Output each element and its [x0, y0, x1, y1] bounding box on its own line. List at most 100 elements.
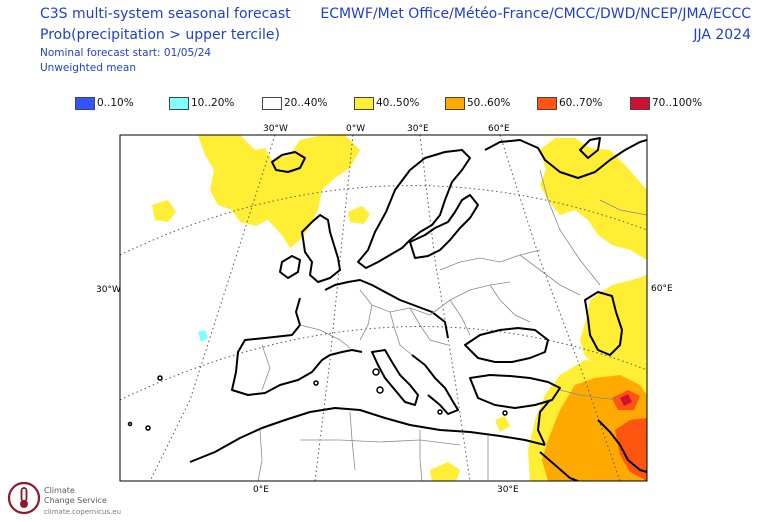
- nominal-start-text: Nominal forecast start: 01/05/24: [40, 47, 212, 59]
- border: [559, 389, 621, 401]
- island: [313, 380, 319, 386]
- shade-70-100-spot: [620, 394, 632, 406]
- logo-ring: [7, 481, 41, 515]
- coast-eastern-med: [537, 399, 551, 446]
- legend-item: 50..60%: [445, 95, 510, 111]
- legend-label: 20..40%: [284, 97, 328, 109]
- map-frame: [119, 134, 648, 482]
- coast-balkans: [411, 354, 459, 415]
- color-legend: 0..10% 10..20% 20..40% 40..50% 50..60% 6…: [75, 95, 715, 111]
- legend-item: 0..10%: [75, 95, 134, 111]
- coast-red-sea: [539, 451, 579, 481]
- island: [145, 425, 151, 431]
- shade-40-50-caspian: [580, 275, 647, 370]
- legend-item: 20..40%: [262, 95, 327, 111]
- legend-item: 10..20%: [169, 95, 234, 111]
- lat-label-left: 30°W: [96, 285, 121, 295]
- border: [439, 249, 541, 271]
- weighting-text: Unweighted mean: [40, 62, 136, 74]
- coast-black-sea: [464, 327, 549, 363]
- border: [519, 254, 581, 296]
- legend-label: 70..100%: [652, 97, 703, 109]
- coastlines: [189, 137, 647, 481]
- island: [437, 409, 443, 415]
- meridian-0: [314, 135, 354, 481]
- graticule: [120, 135, 647, 481]
- lon-label-top: 0°W: [346, 124, 366, 134]
- meridian-30e: [419, 135, 471, 481]
- season-text: JJA 2024: [693, 27, 751, 43]
- tercile-shading: [152, 135, 647, 481]
- shade-40-50-northeast: [540, 138, 647, 260]
- logo-url: climate.copernicus.eu: [44, 508, 122, 516]
- border: [300, 439, 461, 446]
- shade-40-50-sahara: [430, 462, 460, 481]
- coast-france-iberia: [231, 297, 363, 396]
- lon-label-top: 30°W: [263, 124, 288, 134]
- shade-40-50-north-atlantic: [198, 135, 360, 248]
- legend-swatch: [630, 96, 650, 110]
- borders: [257, 169, 647, 481]
- lon-label-right: 60°E: [651, 284, 673, 294]
- border: [429, 281, 511, 316]
- border: [389, 311, 413, 356]
- coast-mainland-west: [324, 279, 449, 339]
- border: [419, 430, 423, 481]
- border: [261, 344, 271, 391]
- lon-label-top: 30°E: [407, 124, 429, 134]
- logo-bulb: [20, 500, 28, 508]
- legend-swatch: [262, 96, 282, 110]
- shade-40-50-bay: [152, 200, 176, 222]
- legend-item: 40..50%: [354, 95, 419, 111]
- coast-italy: [371, 349, 419, 406]
- coast-turkey: [469, 374, 561, 409]
- legend-label: 50..60%: [467, 97, 511, 109]
- coast-iceland: [271, 151, 306, 173]
- legend-item: 70..100%: [630, 95, 702, 111]
- legend-swatch: [445, 96, 465, 110]
- centres-text: ECMWF/Met Office/Météo-France/CMCC/DWD/N…: [320, 6, 751, 22]
- coast-arctic-russia: [484, 139, 647, 179]
- legend-swatch: [169, 96, 189, 110]
- logo-name-line2: Change Service: [44, 496, 107, 505]
- legend-item: 60..70%: [537, 95, 602, 111]
- logo-name-line1: Climate: [44, 486, 75, 495]
- coast-baltic: [409, 194, 479, 259]
- coast-britain: [301, 214, 341, 283]
- legend-label: 10..20%: [191, 97, 235, 109]
- coast-africa-north: [189, 407, 546, 463]
- border: [449, 299, 471, 336]
- parallel-south: [120, 326, 647, 401]
- island: [376, 386, 384, 394]
- coast-novaya: [579, 137, 601, 159]
- shade-40-50-libya: [495, 416, 510, 432]
- shade-40-50-norway: [348, 206, 370, 224]
- border: [299, 324, 351, 349]
- legend-swatch: [354, 96, 374, 110]
- copernicus-logo-icon: [7, 481, 41, 515]
- coast-caspian: [584, 291, 623, 356]
- logo-name: Climate Change Service: [44, 486, 124, 506]
- lon-label-top: 60°E: [488, 124, 510, 134]
- logo-thermometer: [20, 487, 28, 502]
- legend-swatch: [537, 96, 557, 110]
- legend-label: 0..10%: [97, 97, 134, 109]
- shade-10-20-atlantic: [198, 330, 208, 342]
- shade-60-70-arabia: [615, 418, 647, 481]
- border: [489, 284, 531, 323]
- lon-label-bottom: 0°E: [253, 485, 269, 495]
- border: [599, 199, 647, 216]
- island: [127, 421, 133, 427]
- border: [409, 307, 449, 346]
- legend-label: 60..70%: [559, 97, 603, 109]
- island: [502, 410, 508, 416]
- chart-subtitle: Prob(precipitation > upper tercile): [40, 27, 280, 43]
- legend-swatch: [75, 96, 95, 110]
- chart-title: C3S multi-system seasonal forecast: [40, 6, 291, 22]
- islands: [127, 368, 508, 431]
- island: [157, 375, 163, 381]
- legend-label: 40..50%: [376, 97, 420, 109]
- border: [349, 411, 356, 471]
- border: [539, 169, 601, 286]
